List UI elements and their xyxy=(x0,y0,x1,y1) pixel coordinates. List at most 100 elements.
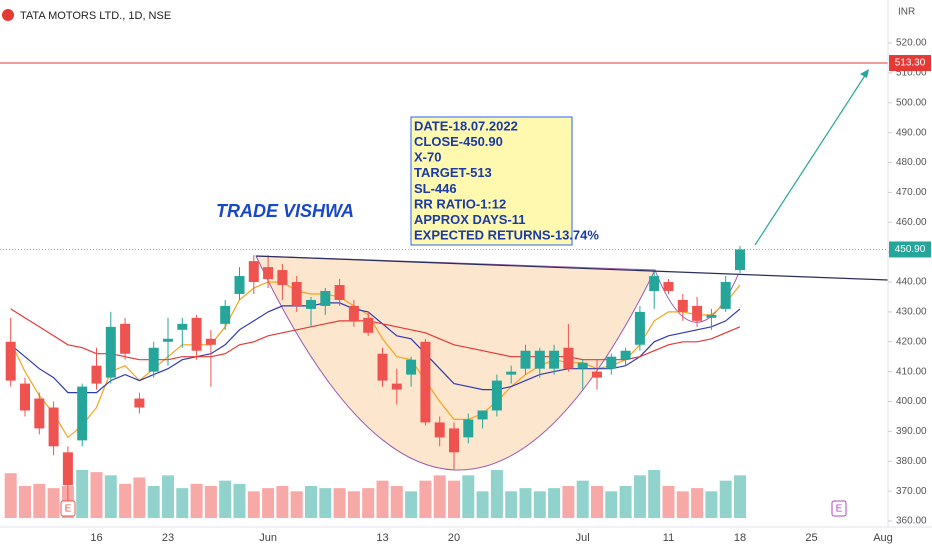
candle-body xyxy=(62,452,73,486)
volume-bar xyxy=(505,491,518,518)
volume-bar xyxy=(591,486,603,518)
y-tick-label: 510.00 xyxy=(896,68,927,79)
volume-bar xyxy=(333,488,346,518)
candle-body xyxy=(220,305,231,324)
moving-average xyxy=(10,302,741,394)
annotation-line: TARGET-513 xyxy=(414,165,492,180)
brand: TRADE VISHWA xyxy=(216,201,354,221)
annotation-line: EXPECTED RETURNS-13.74% xyxy=(414,228,599,243)
candle-body xyxy=(634,311,645,345)
volume-bar xyxy=(548,488,561,518)
volume-bar xyxy=(562,486,575,518)
candle-body xyxy=(20,383,30,411)
candle-body xyxy=(649,276,660,291)
volume-bar xyxy=(619,486,632,518)
volume-bar xyxy=(605,491,618,518)
arrow-head xyxy=(860,69,869,78)
y-tick-label: 360.00 xyxy=(896,516,927,527)
candle-body xyxy=(692,305,703,321)
candle-body xyxy=(677,299,688,312)
candle-body xyxy=(534,350,545,369)
volume-bar xyxy=(47,488,60,518)
volume-bar xyxy=(705,491,718,518)
candle-body xyxy=(263,267,274,280)
volume-bar xyxy=(276,486,289,518)
y-tick-label: 470.00 xyxy=(896,187,927,198)
candle-body xyxy=(277,270,288,286)
candle-body xyxy=(406,359,417,375)
annotation-box xyxy=(410,116,573,246)
candle-body xyxy=(148,347,159,372)
volume-bar xyxy=(419,480,432,518)
x-tick-label: Jun xyxy=(259,532,277,544)
candle-body xyxy=(420,341,431,423)
volume-bar xyxy=(190,483,203,518)
annotation-line: DATE-18.07.2022 xyxy=(414,118,518,133)
candle-body xyxy=(377,353,388,381)
volume-bar xyxy=(734,475,746,518)
event-label: E xyxy=(65,504,72,515)
x-tick-label: Aug xyxy=(873,532,893,544)
candle-body xyxy=(48,407,59,447)
volume-bar xyxy=(33,483,46,518)
candle-body xyxy=(391,383,402,390)
volume-bar xyxy=(247,491,260,518)
x-tick-label: 20 xyxy=(448,532,460,544)
logo xyxy=(2,9,14,21)
volume-bar xyxy=(633,475,646,518)
candle-body xyxy=(77,386,88,441)
volume-bar xyxy=(319,488,332,518)
target-tag xyxy=(889,55,931,72)
candle-body xyxy=(205,338,216,345)
candle-body xyxy=(5,341,16,381)
candle-body xyxy=(105,326,116,378)
x-tick-label: 11 xyxy=(663,532,674,544)
last-price-label: 450.90 xyxy=(895,244,926,255)
volume-bar xyxy=(162,475,174,518)
x-tick-label: 23 xyxy=(162,532,174,544)
candle-body xyxy=(320,290,331,306)
target-arrow xyxy=(754,73,867,246)
candle-body xyxy=(363,317,374,333)
x-tick-label: 16 xyxy=(90,532,102,544)
candle-body xyxy=(463,419,474,438)
volume-bar xyxy=(76,470,89,518)
candle-body xyxy=(191,317,202,351)
volume-bar xyxy=(290,491,303,518)
volume-bar xyxy=(405,491,418,518)
volume-bar xyxy=(262,488,275,518)
volume-bar xyxy=(104,475,117,518)
candle-body xyxy=(720,282,731,309)
candle-body xyxy=(491,380,502,411)
y-tick-label: 480.00 xyxy=(896,157,927,168)
y-tick-label: 410.00 xyxy=(896,366,927,377)
candle-body xyxy=(663,282,674,291)
currency-label: INR xyxy=(898,7,915,18)
y-tick-label: 460.00 xyxy=(896,217,927,228)
y-tick-label: 490.00 xyxy=(896,127,927,138)
candle-body xyxy=(91,365,102,384)
chart-title: TATA MOTORS LTD., 1D, NSE xyxy=(20,10,171,22)
volume-bar xyxy=(448,480,460,518)
volume-bar xyxy=(676,491,689,518)
candle-body xyxy=(434,422,445,438)
y-tick-label: 500.00 xyxy=(896,97,927,108)
volume-bar xyxy=(176,488,189,518)
volume-bar xyxy=(519,488,532,518)
y-tick-label: 400.00 xyxy=(896,396,927,407)
volume-bar xyxy=(204,486,217,518)
y-tick-label: 430.00 xyxy=(896,307,927,318)
volume-bar xyxy=(376,480,389,518)
volume-bar xyxy=(90,472,103,518)
x-tick-label: 18 xyxy=(734,532,746,544)
volume-bar xyxy=(719,480,732,518)
candle-body xyxy=(34,398,45,429)
candle-body xyxy=(291,282,302,306)
y-tick-label: 520.00 xyxy=(896,38,927,49)
volume-bar xyxy=(362,488,375,518)
candle-body xyxy=(177,323,188,330)
volume-bar xyxy=(119,483,132,518)
candle-body xyxy=(248,261,259,283)
event-marker xyxy=(831,500,847,517)
